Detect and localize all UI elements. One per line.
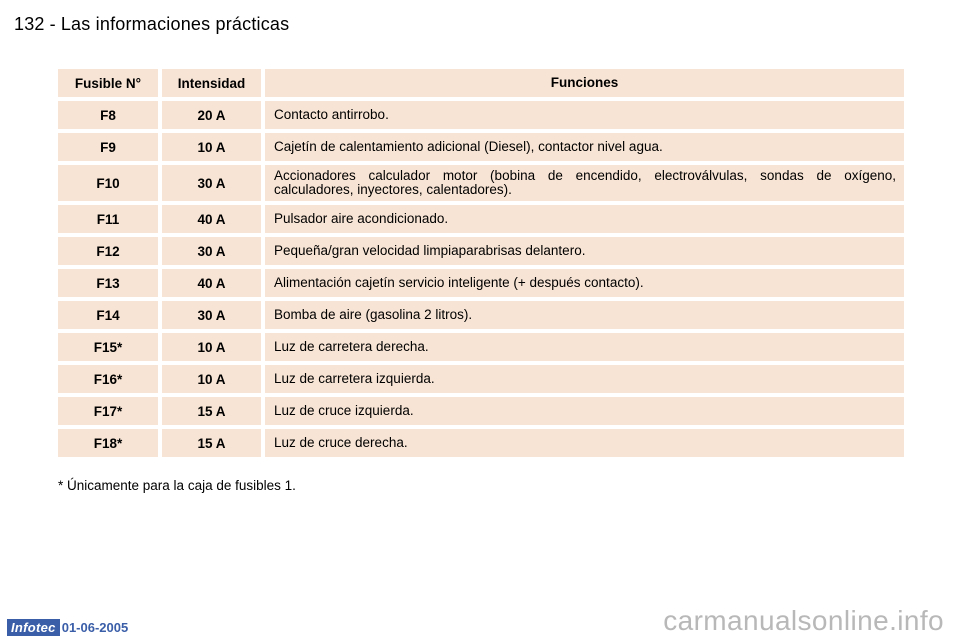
fuse-intensity: 15 A (162, 429, 261, 457)
edition-date: 01-06-2005 (61, 620, 129, 635)
fuse-table: Fusible N° Intensidad Funciones F8 20 A … (58, 69, 904, 461)
table-row: F8 20 A Contacto antirrobo. (58, 101, 904, 129)
column-header-intensity: Intensidad (162, 69, 261, 97)
table-header-row: Fusible N° Intensidad Funciones (58, 69, 904, 97)
fuse-intensity: 10 A (162, 365, 261, 393)
fuse-function: Luz de cruce izquierda. (265, 397, 904, 425)
fuse-intensity: 10 A (162, 133, 261, 161)
watermark: carmanualsonline.info (663, 605, 944, 636)
footnote: * Únicamente para la caja de fusibles 1. (58, 478, 296, 493)
fuse-intensity: 10 A (162, 333, 261, 361)
fuse-number: F9 (58, 133, 158, 161)
fuse-number: F18* (58, 429, 158, 457)
fuse-function: Luz de carretera derecha. (265, 333, 904, 361)
table-row: F18* 15 A Luz de cruce derecha. (58, 429, 904, 457)
fuse-number: F16* (58, 365, 158, 393)
fuse-function: Alimentación cajetín servicio inteligent… (265, 269, 904, 297)
table-row: F13 40 A Alimentación cajetín servicio i… (58, 269, 904, 297)
table-row: F14 30 A Bomba de aire (gasolina 2 litro… (58, 301, 904, 329)
fuse-intensity: 40 A (162, 205, 261, 233)
page-title: Las informaciones prácticas (60, 14, 290, 34)
fuse-intensity: 30 A (162, 237, 261, 265)
fuse-number: F17* (58, 397, 158, 425)
fuse-function: Luz de cruce derecha. (265, 429, 904, 457)
fuse-number: F8 (58, 101, 158, 129)
fuse-intensity: 30 A (162, 165, 261, 201)
fuse-number: F12 (58, 237, 158, 265)
table-row: F9 10 A Cajetín de calentamiento adicion… (58, 133, 904, 161)
fuse-function: Cajetín de calentamiento adicional (Dies… (265, 133, 904, 161)
infotec-logo: Infotec (7, 619, 60, 636)
edition-stamp: Infotec 01-06-2005 (7, 619, 128, 636)
fuse-function: Bomba de aire (gasolina 2 litros). (265, 301, 904, 329)
header-separator: - (49, 14, 56, 34)
table-row: F11 40 A Pulsador aire acondicionado. (58, 205, 904, 233)
fuse-function-text: Accionadores calculador motor (bobina de… (274, 168, 896, 197)
table-row: F15* 10 A Luz de carretera derecha. (58, 333, 904, 361)
page-header: 132- Las informaciones prácticas (14, 14, 289, 35)
table-row: F17* 15 A Luz de cruce izquierda. (58, 397, 904, 425)
fuse-function: Pequeña/gran velocidad limpiaparabrisas … (265, 237, 904, 265)
fuse-number: F15* (58, 333, 158, 361)
fuse-number: F13 (58, 269, 158, 297)
table-row: F10 30 A Accionadores calculador motor (… (58, 165, 904, 201)
fuse-number: F14 (58, 301, 158, 329)
fuse-intensity: 15 A (162, 397, 261, 425)
fuse-function: Accionadores calculador motor (bobina de… (265, 165, 904, 201)
fuse-function: Luz de carretera izquierda. (265, 365, 904, 393)
fuse-number: F10 (58, 165, 158, 201)
fuse-intensity: 30 A (162, 301, 261, 329)
fuse-function: Pulsador aire acondicionado. (265, 205, 904, 233)
column-header-fuse: Fusible N° (58, 69, 158, 97)
fuse-intensity: 20 A (162, 101, 261, 129)
table-row: F12 30 A Pequeña/gran velocidad limpiapa… (58, 237, 904, 265)
fuse-intensity: 40 A (162, 269, 261, 297)
page-number: 132 (14, 14, 45, 34)
table-row: F16* 10 A Luz de carretera izquierda. (58, 365, 904, 393)
column-header-functions: Funciones (265, 69, 904, 97)
fuse-number: F11 (58, 205, 158, 233)
fuse-function: Contacto antirrobo. (265, 101, 904, 129)
